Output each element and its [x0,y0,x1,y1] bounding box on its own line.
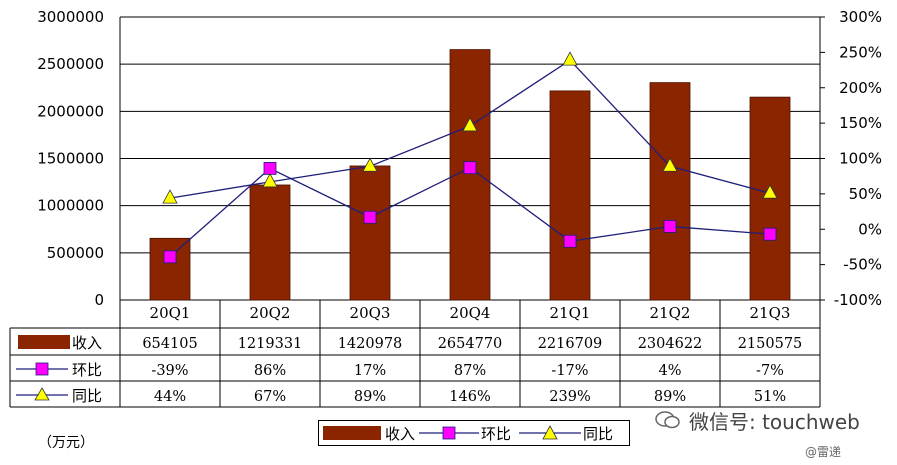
table-cell: 2304622 [638,336,703,352]
mom-point [663,220,677,233]
table-cell: 86% [254,363,286,379]
category-label: 20Q1 [150,304,191,322]
row-label-revenue: 收入 [72,334,102,352]
row-key-yoy-marker [34,387,50,401]
bar [249,184,291,301]
bar [349,165,391,301]
legend-mom-label: 环比 [481,425,511,443]
legend-revenue-label: 收入 [385,425,415,443]
yoy-point [662,157,678,172]
right-tick-label: -100% [834,291,882,309]
table-cell: 67% [254,389,286,405]
right-tick-label: -50% [843,256,882,274]
mom-point [363,210,377,224]
category-label: 20Q2 [250,304,291,322]
category-label: 20Q3 [350,304,391,322]
table-cell: 89% [354,389,386,405]
table-cell: 2150575 [738,336,803,352]
table-cell: -39% [151,363,188,379]
table-cell: 87% [454,363,486,379]
bar [549,90,591,301]
row-label-yoy: 同比 [72,387,102,405]
category-label: 21Q1 [550,304,591,322]
table-cell: 4% [658,363,681,379]
table-cell: -17% [551,363,588,379]
table-cell: 1219331 [238,336,303,352]
right-tick-label: 250% [839,43,882,61]
table-cell: 146% [449,389,490,405]
mom-point [163,250,177,264]
right-tick-label: 50% [849,185,882,203]
yoy-point [262,173,278,188]
mom-point [263,162,277,175]
right-tick-label: 200% [839,79,882,97]
mom-point [763,227,777,241]
watermark-brand: @雷递 [805,445,842,459]
yoy-point [362,157,378,172]
legend-yoy-marker [542,425,558,440]
row-key-mom-marker [35,362,49,376]
right-tick-label: 100% [839,150,882,168]
bar [649,82,691,301]
left-tick-label: 1000000 [37,197,104,215]
yoy-point [762,184,778,199]
table-cell: 2216709 [538,336,603,352]
left-tick-label: 3000000 [37,8,104,26]
left-tick-label: 500000 [47,244,104,262]
table-cell: 17% [354,363,386,379]
mom-point [563,234,577,248]
right-tick-label: 150% [839,114,882,132]
table-cell: 2654770 [438,336,503,352]
yoy-point [562,51,578,66]
table-cell: 51% [754,389,786,405]
bar [449,49,491,301]
legend-svg: 收入 环比 同比 [323,425,613,443]
legend: 收入 环比 同比 [318,420,630,446]
legend-bar-swatch [323,426,381,440]
table-cell: 654105 [142,336,197,352]
left-tick-label: 2000000 [37,102,104,120]
watermark: 微信号: touchweb [655,400,860,440]
category-label: 21Q2 [650,304,691,322]
legend-yoy-label: 同比 [583,425,613,443]
yoy-point [462,117,478,132]
left-tick-label: 2500000 [37,55,104,73]
mom-point [463,161,477,175]
category-label: 20Q4 [450,304,491,322]
legend-mom-marker [442,426,456,440]
table-cell: -7% [756,363,784,379]
unit-label: （万元） [38,435,94,451]
left-tick-label: 1500000 [37,150,104,168]
row-label-mom: 环比 [72,361,102,379]
yoy-point [162,189,178,204]
table-cell: 239% [549,389,590,405]
right-tick-label: 300% [839,8,882,26]
wechat-icon [655,411,680,429]
left-tick-label: 0 [94,291,104,309]
bar [149,237,191,301]
table-cell: 44% [154,389,186,405]
category-label: 21Q3 [750,304,791,322]
table-cell: 1420978 [338,336,403,352]
right-tick-label: 0% [858,220,882,238]
table-cell: 89% [654,389,686,405]
watermark-text: 微信号: touchweb [689,409,860,434]
row-key-revenue [18,335,70,349]
